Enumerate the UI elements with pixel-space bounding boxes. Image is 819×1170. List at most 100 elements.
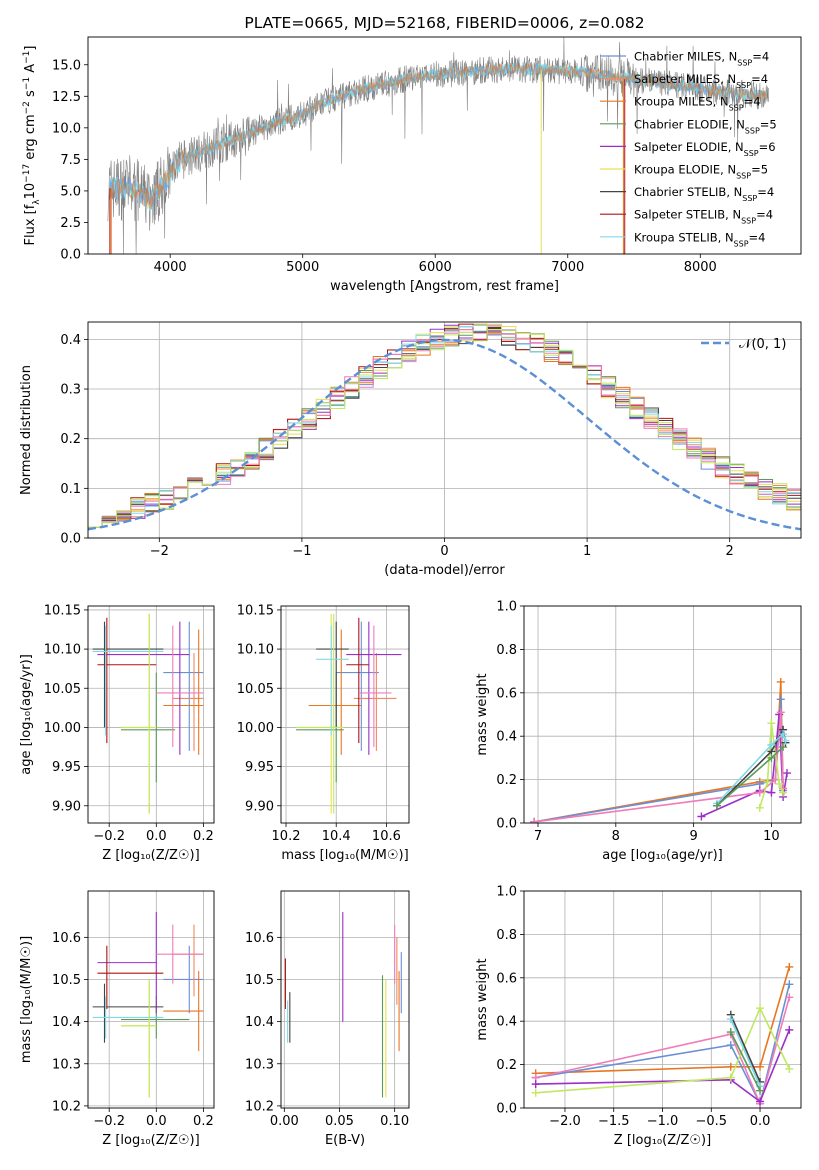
x-tick-label: 0.00 [270, 1114, 299, 1129]
panel-weight_vs_z: −2.0 −1.5 −1.0 −0.5 0.0 0.0 0.2 0.4 0.6 0.8 1.0 Z [… [475, 885, 802, 1148]
x-axis-label: Z [log₁₀(Z/Z☉)] [102, 848, 199, 863]
x-axis-label: wavelength [Angstrom, rest frame] [330, 279, 559, 294]
weight-marker [763, 777, 772, 786]
weight-marker [726, 1073, 735, 1082]
x-tick-label: 10.4 [322, 829, 351, 844]
y-tick-label: 10.3 [245, 1057, 274, 1072]
weight-marker [755, 788, 764, 797]
weight-marker [531, 1088, 540, 1097]
weight-marker [767, 740, 776, 749]
x-tick-label: −0.5 [695, 1114, 727, 1129]
weight-series-line [535, 1006, 791, 1094]
x-tick-label: 0.10 [380, 1114, 409, 1129]
panel-age_vs_z: −0.2 0.0 0.2 9.90 9.95 10.00 10.05 10.10 10.15 Z … [19, 603, 215, 863]
y-tick-label: 10.15 [44, 603, 81, 618]
axes-frame [87, 890, 215, 1109]
weight-series-line [535, 966, 791, 1075]
plot-area [530, 677, 791, 823]
x-tick-label: 2 [726, 544, 734, 559]
weight-marker [776, 677, 785, 686]
y-tick-label: 0.4 [496, 1015, 517, 1030]
legend-entry: Salpeter STELIB, NSSP=4 [634, 208, 773, 226]
x-axis-label: Z [log₁₀(Z/Z☉)] [102, 1133, 199, 1148]
weight-marker [530, 817, 539, 823]
x-tick-label: −2.0 [549, 1114, 581, 1129]
axes-frame [280, 890, 410, 1109]
y-axis-label: mass [log₁₀(M/M☉)] [19, 936, 34, 1063]
x-tick-label: −1.0 [647, 1114, 679, 1129]
x-tick-label: 10.6 [372, 829, 401, 844]
y-label-part: ] [23, 46, 38, 51]
y-tick-label: 1.0 [496, 885, 517, 900]
x-tick-label: 7000 [551, 260, 584, 275]
y-tick-label: 10.5 [52, 973, 81, 988]
x-tick-label: 10 [763, 829, 780, 844]
y-tick-label: 12.5 [52, 90, 81, 105]
y-label-part: −2 [22, 101, 32, 114]
weight-marker [776, 708, 785, 717]
weight-marker [785, 1064, 794, 1073]
x-axis-label: (data-model)/error [384, 563, 505, 578]
weight-marker [697, 812, 706, 821]
plot-area [296, 613, 402, 814]
x-tick-label: 0.05 [325, 1114, 354, 1129]
axes-frame [280, 605, 410, 824]
legend-entry: Kroupa STELIB, NSSP=4 [634, 230, 766, 248]
weight-marker [785, 980, 794, 989]
weight-series-line [535, 1029, 791, 1103]
x-axis-label: mass [log₁₀(M/M☉)] [281, 848, 408, 863]
weight-marker [712, 801, 721, 810]
plot-area [92, 613, 204, 814]
x-axis-label: age [log₁₀(age/yr)] [602, 848, 723, 863]
y-tick-label: 10.0 [52, 121, 81, 136]
y-tick-label: 10.3 [52, 1057, 81, 1072]
y-tick-label: 0.2 [496, 773, 517, 788]
x-tick-label: −1.5 [598, 1114, 630, 1129]
y-tick-label: 10.5 [245, 973, 274, 988]
y-label-part: −1 [22, 77, 32, 90]
y-axis-label: mass weight [475, 958, 490, 1040]
x-tick-label: −0.2 [93, 1114, 125, 1129]
x-tick-label: 6000 [419, 260, 452, 275]
x-tick-label: −1 [292, 544, 311, 559]
x-tick-label: 0.2 [193, 829, 214, 844]
weight-marker [779, 743, 788, 752]
weight-marker [785, 1025, 794, 1034]
axes-frame [523, 890, 802, 1109]
weight-marker [756, 1097, 765, 1106]
legend-entry: Kroupa ELODIE, NSSP=5 [634, 163, 768, 181]
y-axis-label: Normed distribution [19, 365, 34, 495]
legend-entry: Chabrier ELODIE, NSSP=5 [634, 117, 777, 135]
y-tick-label: 10.4 [245, 1015, 274, 1030]
weight-series-line [730, 1031, 761, 1091]
x-tick-label: 9 [689, 829, 697, 844]
y-tick-label: 9.90 [245, 799, 274, 814]
legend-entry: Chabrier MILES, NSSP=4 [634, 50, 769, 68]
y-tick-label: 9.95 [245, 760, 274, 775]
weight-marker [779, 730, 788, 739]
y-label-part: −17 [22, 164, 32, 183]
x-tick-label: 8000 [684, 260, 717, 275]
y-tick-label: 0.0 [496, 1102, 517, 1117]
weight-marker [756, 1086, 765, 1095]
axes-frame [87, 321, 802, 539]
y-tick-label: 0.6 [496, 971, 517, 986]
x-tick-label: 7 [534, 829, 542, 844]
y-tick-label: 10.05 [44, 682, 81, 697]
weight-marker [756, 1004, 765, 1013]
weight-series-line [533, 699, 784, 823]
weight-marker [756, 1062, 765, 1071]
y-tick-label: 1.0 [496, 600, 517, 615]
weight-marker [726, 1062, 735, 1071]
weight-marker [726, 1028, 735, 1037]
legend-entry: Salpeter MILES, NSSP=4 [634, 72, 768, 90]
x-tick-label: 8 [612, 829, 620, 844]
y-tick-label: 2.5 [60, 216, 81, 231]
weight-series-line [533, 712, 784, 823]
weight-series-line [730, 1018, 761, 1087]
y-tick-label: 10.10 [237, 643, 274, 658]
normal-curve [88, 338, 801, 531]
y-tick-label: 10.2 [245, 1099, 274, 1114]
weight-marker [785, 962, 794, 971]
